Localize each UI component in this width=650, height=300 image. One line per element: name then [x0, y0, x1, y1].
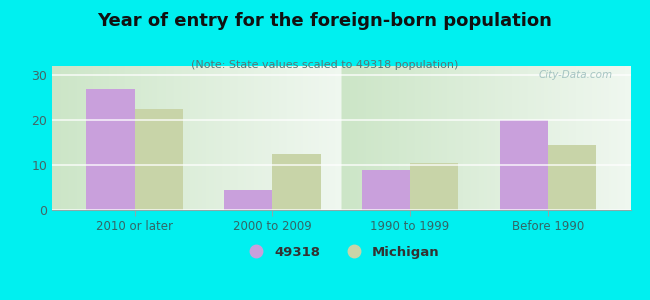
Text: (Note: State values scaled to 49318 population): (Note: State values scaled to 49318 popu…	[191, 60, 459, 70]
Bar	[272, 154, 320, 210]
Bar	[500, 120, 548, 210]
Bar	[548, 145, 596, 210]
Bar	[410, 163, 458, 210]
Bar	[224, 190, 272, 210]
Bar	[86, 88, 135, 210]
Legend: 49318, Michigan: 49318, Michigan	[238, 240, 445, 264]
Text: Year of entry for the foreign-born population: Year of entry for the foreign-born popul…	[98, 12, 552, 30]
Text: City-Data.com: City-Data.com	[539, 70, 613, 80]
Bar	[362, 169, 410, 210]
Bar	[135, 109, 183, 210]
